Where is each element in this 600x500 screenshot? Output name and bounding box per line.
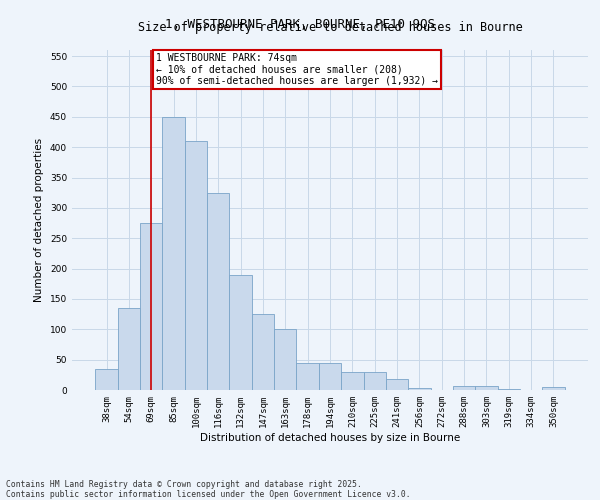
Bar (296, 362, 319, 390)
Title: Size of property relative to detached houses in Bourne: Size of property relative to detached ho… (137, 20, 523, 34)
Bar (95, 369, 118, 390)
Bar (185, 141, 207, 390)
Bar (364, 372, 386, 390)
Text: 1, WESTBOURNE PARK, BOURNE, PE10 9QS: 1, WESTBOURNE PARK, BOURNE, PE10 9QS (165, 18, 435, 30)
Bar (319, 362, 341, 390)
Bar (252, 314, 274, 390)
Bar (140, 223, 163, 390)
X-axis label: Distribution of detached houses by size in Bourne: Distribution of detached houses by size … (200, 432, 460, 442)
Bar (542, 387, 565, 390)
Bar (386, 379, 408, 390)
Text: 1 WESTBOURNE PARK: 74sqm
← 10% of detached houses are smaller (208)
90% of semi-: 1 WESTBOURNE PARK: 74sqm ← 10% of detach… (156, 53, 438, 86)
Bar (408, 388, 431, 390)
Bar (341, 372, 364, 390)
Bar (207, 192, 229, 390)
Bar (118, 308, 140, 390)
Bar (163, 117, 185, 390)
Bar (274, 330, 296, 390)
Bar (453, 386, 475, 390)
Bar (229, 274, 252, 390)
Bar (475, 386, 497, 390)
Text: Contains HM Land Registry data © Crown copyright and database right 2025.
Contai: Contains HM Land Registry data © Crown c… (6, 480, 410, 499)
Y-axis label: Number of detached properties: Number of detached properties (34, 138, 44, 302)
